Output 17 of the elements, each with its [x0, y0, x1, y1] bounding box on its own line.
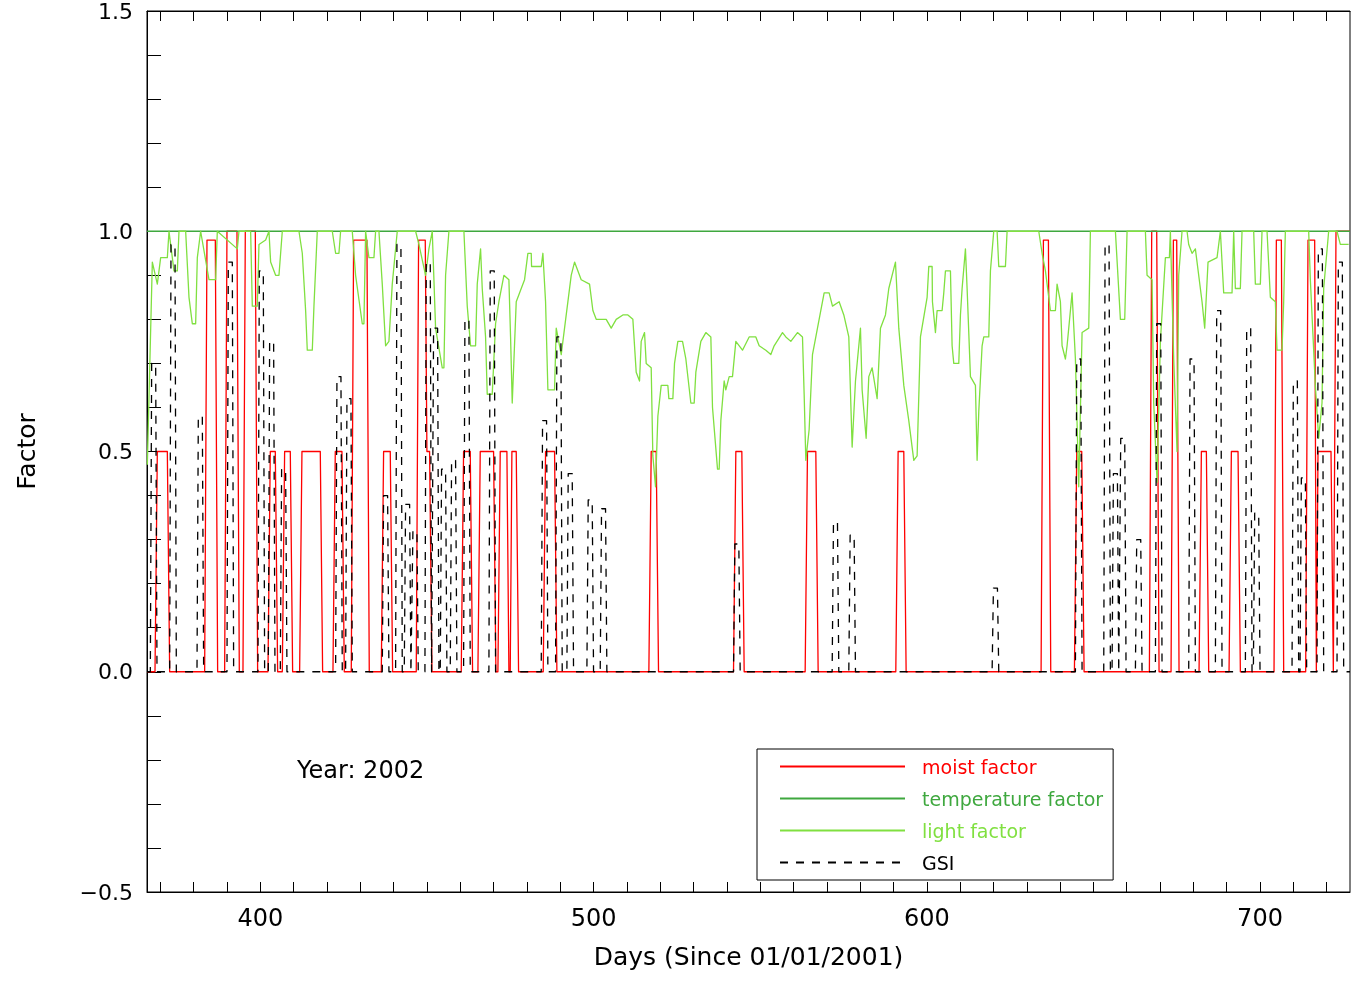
y-tick-label: 0.5	[98, 439, 133, 464]
line-series	[146, 230, 1350, 488]
x-tick-label: 500	[570, 904, 617, 932]
x-tick-label: 700	[1237, 904, 1283, 932]
text: temperature factor	[922, 787, 1104, 810]
x-tick-label: 400	[237, 904, 284, 932]
text: light factor	[922, 819, 1026, 842]
x-tick-label: 600	[903, 904, 950, 932]
annotation: Year: 2002	[296, 756, 425, 784]
y-tick-label: 0.0	[98, 659, 133, 685]
x-axis-title: Days (Since 01/01/2001)	[593, 942, 904, 971]
y-tick-label: 1.5	[98, 0, 133, 24]
text: moist factor	[922, 755, 1037, 778]
y-tick-label: 1.0	[98, 218, 133, 244]
y-axis-title: Factor	[12, 412, 41, 490]
y-tick-label: −0.5	[79, 879, 133, 905]
text: GSI	[922, 851, 955, 874]
